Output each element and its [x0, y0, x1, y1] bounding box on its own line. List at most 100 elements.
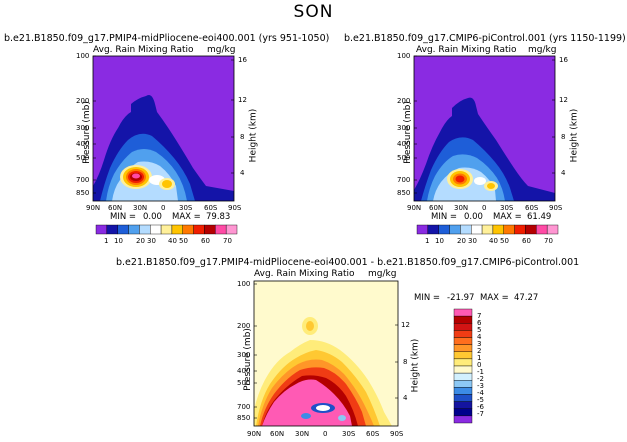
panel-1-ytick-400: 400	[76, 140, 90, 148]
panel-1-ytick-500: 500	[76, 154, 90, 162]
panel-3-xtick-30n: 30N	[295, 430, 310, 438]
panel-2-xtick-60n: 60N	[429, 204, 444, 212]
panel-2-subtitle: Avg. Rain Mixing Ratio	[416, 45, 517, 55]
colorbar-swatch	[453, 315, 473, 324]
panel-1-ticks	[93, 55, 234, 194]
panel-3-cbar-label-neg2: -2	[477, 375, 484, 383]
panel-3-field	[254, 281, 398, 426]
panel-1-ytick-100: 100	[76, 52, 90, 60]
panel-1-xtick-0: 0	[161, 204, 166, 212]
panel-3-min-value: -21.97	[447, 293, 475, 303]
panel-3-subtitle: Avg. Rain Mixing Ratio	[254, 269, 355, 279]
panel-2-ytick-700: 700	[397, 176, 411, 184]
panel-1-cbar-label-40: 40	[168, 237, 177, 245]
panel-3-xtick-60n: 60N	[270, 430, 285, 438]
panel-1-cbar-label-1: 1	[104, 237, 109, 245]
panel-1-field	[93, 56, 234, 201]
panel-2-xtick-90s: 90S	[549, 204, 563, 212]
panel-2-max-value: 61.49	[527, 212, 552, 222]
panel-1-max-value: 79.83	[206, 212, 231, 222]
panel-3-height-tick-8: 8	[403, 358, 408, 366]
panel-3-cbar-label-neg1: -1	[477, 368, 484, 376]
panel-1-subtitle: Avg. Rain Mixing Ratio	[93, 45, 194, 55]
panel-2-units: mg/kg	[528, 45, 557, 55]
panel-3-cbar-label-0: 0	[477, 361, 482, 369]
panel-1-max-label: MAX =	[172, 212, 201, 222]
panel-1-cbar-label-10: 10	[114, 237, 123, 245]
panel-2-ytick-100: 100	[397, 52, 411, 60]
panel-1-min-value: 0.00	[143, 212, 162, 222]
panel-3-cbar-label-2: 2	[477, 347, 482, 355]
panel-2-title: b.e21.B1850.f09_g17.CMIP6-piControl.001 …	[344, 33, 626, 44]
panel-2-height-tick-12: 12	[559, 96, 568, 104]
colorbar-swatch	[453, 337, 473, 345]
panel-3-height-tick-4: 4	[403, 394, 408, 402]
panel-2-max-label: MAX =	[493, 212, 522, 222]
colorbar-swatch	[453, 401, 473, 409]
panel-2-xtick-90n: 90N	[407, 204, 422, 212]
panel-3-cbar-label-6: 6	[477, 319, 482, 327]
panel-3-cbar-label-5: 5	[477, 326, 482, 334]
colorbar-swatch	[453, 365, 473, 374]
panel-1-height-tick-12: 12	[238, 96, 247, 104]
panel-1-cbar-label-50: 50	[179, 237, 188, 245]
panel-1-xtick-30n: 30N	[133, 204, 148, 212]
panel-3-xtick-90n: 90N	[247, 430, 262, 438]
panel-1-cbar-label-60: 60	[201, 237, 210, 245]
panel-2-ytick-400: 400	[397, 140, 411, 148]
panel-3-cbar-label-4: 4	[477, 333, 482, 341]
panel-2-frame	[413, 55, 556, 202]
panel-3-ytick-100: 100	[237, 280, 251, 288]
panel-3-ytick-500: 500	[237, 379, 251, 387]
panel-2-cbar-label-50: 50	[500, 237, 509, 245]
panel-3-ytick-700: 700	[237, 403, 251, 411]
panel-3-ticks	[254, 283, 398, 419]
panel-2-field	[414, 56, 555, 201]
panel-1-xtick-30s: 30S	[179, 204, 193, 212]
panel-3-cbar-label-neg4: -4	[477, 389, 484, 397]
panel-1-xtick-60n: 60N	[108, 204, 123, 212]
colorbar-swatch	[453, 408, 473, 417]
panel-3-max-label: MAX =	[480, 293, 509, 303]
panel-1-ytick-850: 850	[76, 189, 90, 197]
panel-1-ytick-300: 300	[76, 124, 90, 132]
panel-2-cbar-label-10: 10	[435, 237, 444, 245]
panel-2-cbar-label-30: 30	[468, 237, 477, 245]
panel-1-units: mg/kg	[207, 45, 236, 55]
panel-2-xtick-30s: 30S	[500, 204, 514, 212]
panel-3-cbar-label-neg7: -7	[477, 410, 484, 418]
panel-2-min-value: 0.00	[464, 212, 483, 222]
panel-1-cbar-label-70: 70	[223, 237, 232, 245]
panel-3-frame	[253, 280, 399, 427]
panel-3-xtick-0: 0	[323, 430, 328, 438]
panel-1-ytick-200: 200	[76, 97, 90, 105]
panel-2-ytick-500: 500	[397, 154, 411, 162]
panel-1-height-tick-4: 4	[240, 169, 245, 177]
panel-2-min-label: MIN =	[431, 212, 458, 222]
colorbar-swatch	[453, 308, 473, 317]
colorbar-swatch	[453, 387, 473, 395]
figure-title: SON	[293, 2, 334, 22]
panel-1-xtick-90s: 90S	[228, 204, 242, 212]
panel-2-cbar-label-70: 70	[544, 237, 553, 245]
panel-2-cbar-label-20: 20	[457, 237, 466, 245]
panel-1-xtick-90n: 90N	[86, 204, 101, 212]
panel-2-height-tick-16: 16	[559, 56, 568, 64]
panel-1-title: b.e21.B1850.f09_g17.PMIP4-midPliocene-eo…	[4, 33, 330, 44]
panel-3-title: b.e21.B1850.f09_g17.PMIP4-midPliocene-eo…	[116, 257, 580, 268]
colorbar-swatch	[225, 224, 238, 235]
panel-2-xtick-0: 0	[482, 204, 487, 212]
panel-3-min-label: MIN =	[414, 293, 441, 303]
panel-2-cbar-label-60: 60	[522, 237, 531, 245]
colorbar-swatch	[453, 372, 473, 381]
panel-1-height-tick-16: 16	[238, 56, 247, 64]
panel-1-xtick-60s: 60S	[204, 204, 218, 212]
panel-2-ytick-850: 850	[397, 189, 411, 197]
panel-2-height-tick-8: 8	[561, 133, 566, 141]
panel-3-xtick-30s: 30S	[342, 430, 356, 438]
panel-3-ytick-200: 200	[237, 322, 251, 330]
panel-3-cbar-label-3: 3	[477, 340, 482, 348]
